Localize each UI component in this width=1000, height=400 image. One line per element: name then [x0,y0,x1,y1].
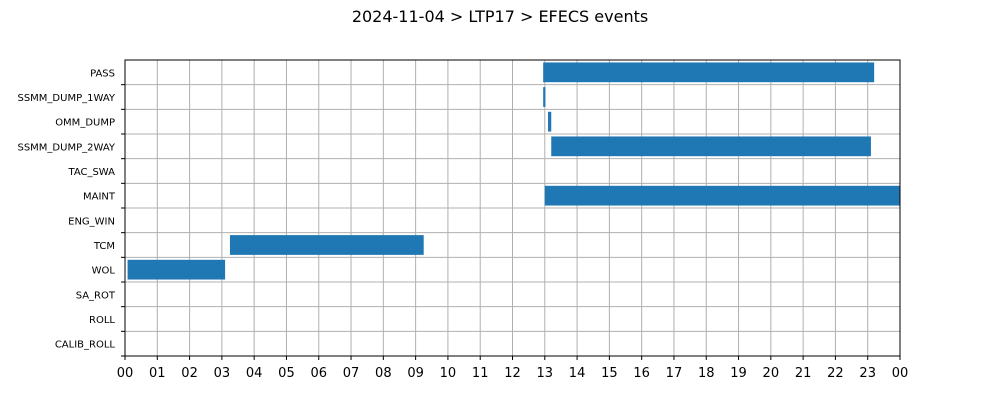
y-tick-label: WOL [92,266,116,277]
event-bar [229,235,424,255]
x-tick-label: 15 [601,366,618,381]
y-tick-label: OMM_DUMP [55,118,115,129]
event-bar [543,87,546,107]
x-tick-label: 10 [440,366,457,381]
labels-layer: 00 01 02 03 04 05 06 07 08 09 10 11 12 13 14 15 16 17 18 19… [17,68,908,381]
x-tick-label: 14 [569,366,586,381]
bars-layer [127,62,900,280]
event-bar [543,62,875,83]
y-tick-label: SSMM_DUMP_1WAY [17,93,115,104]
event-bar [544,185,900,206]
y-tick-label: TAC_SWA [67,167,115,178]
x-tick-label: 07 [343,366,360,381]
y-tick-label: PASS [90,68,115,79]
y-tick-label: ROLL [89,315,115,326]
x-tick-label: 01 [149,366,166,381]
y-tick-label: SA_ROT [76,290,116,301]
x-tick-label: 21 [795,366,812,381]
x-tick-label: 22 [827,366,844,381]
x-tick-label: 03 [214,366,231,381]
x-tick-label: 11 [472,366,489,381]
x-tick-label: 04 [246,366,263,381]
ticks-layer [121,84,901,360]
x-tick-label: 20 [763,366,780,381]
x-tick-label: 00 [892,366,909,381]
event-bar [548,111,552,132]
event-bar [551,136,871,157]
x-tick-label: 05 [278,366,295,381]
x-tick-label: 17 [666,366,683,381]
x-tick-label: 08 [375,366,392,381]
y-tick-label: TCM [93,241,115,252]
y-tick-label: MAINT [83,192,116,203]
x-tick-label: 06 [310,366,327,381]
chart-title: 2024-11-04 > LTP17 > EFECS events [352,7,648,26]
x-tick-label: 12 [504,366,521,381]
x-tick-label: 19 [730,366,747,381]
x-tick-label: 16 [633,366,650,381]
x-tick-label: 18 [698,366,715,381]
x-tick-label: 09 [407,366,424,381]
y-tick-label: CALIB_ROLL [55,340,116,351]
x-tick-label: 00 [117,366,134,381]
y-tick-label: ENG_WIN [68,216,115,227]
y-tick-label: SSMM_DUMP_2WAY [17,142,115,153]
grid-layer [125,60,900,356]
x-tick-label: 23 [859,366,876,381]
x-tick-label: 13 [537,366,554,381]
x-tick-label: 02 [181,366,198,381]
event-bar [127,259,226,280]
